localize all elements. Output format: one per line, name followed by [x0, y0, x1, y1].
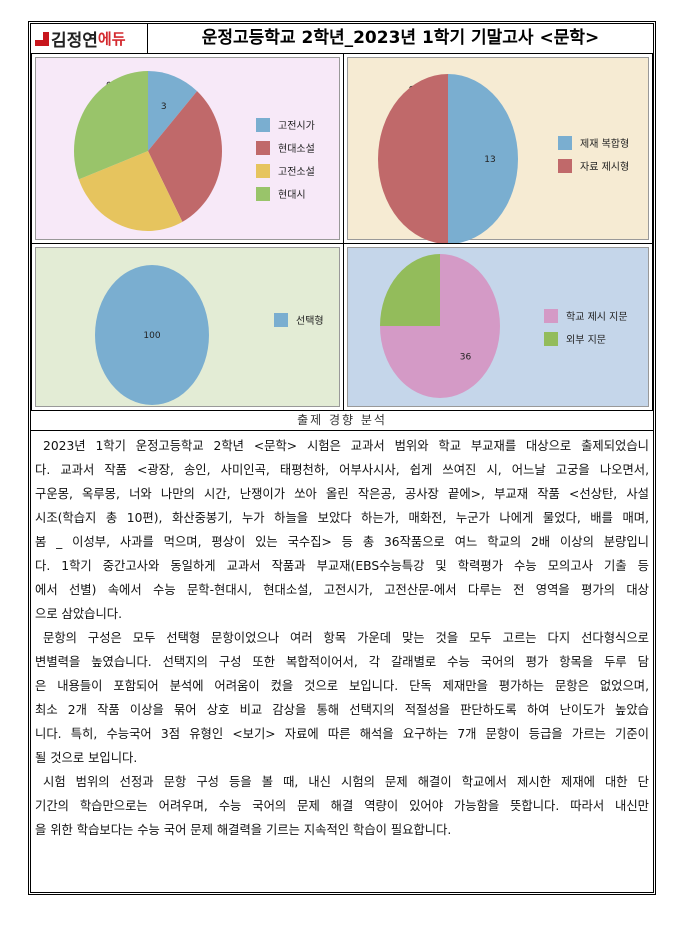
text-line: 최소 2개 작품 이상을 묶어 상호 비교 감상을 통해 선택지의 적절성을 판… [35, 703, 649, 717]
logo-mark-icon [35, 31, 49, 46]
analysis-text: 2023년 1학기 운정고등학교 2학년 <문학> 시험은 교과서 범위와 학교… [35, 434, 649, 842]
data-label: 100 [143, 331, 160, 341]
legend-item: 선택형 [274, 308, 324, 331]
legend-item: 고전시가 [256, 113, 315, 136]
legend-item: 제재 복합형 [558, 131, 629, 154]
text-line: 시조(학습지 총 10편), 화산중봉기, 누가 하늘을 보았다 하는가, 매화… [35, 511, 649, 525]
text-line: 봄 _ 이성부, 사과를 먹으며, 평상이 있는 국수집> 등 총 36작품으로… [35, 535, 649, 549]
legend-swatch [256, 186, 270, 201]
legend-label: 현대시 [278, 190, 306, 201]
text-line: 을 위한 학습보다는 수능 국어 문제 해결력을 기르는 지속적인 학습이 필요… [35, 823, 452, 837]
pie-slice-1 [148, 91, 222, 222]
text-line: 기간의 학습만으로는 어려우며, 수능 국어의 문제 해결 역량이 있어야 가능… [35, 799, 649, 813]
chart-cell-1: 영역별 문항수3고전시가현대소설고전소설현대시 [31, 53, 344, 244]
legend-item: 고전소설 [256, 159, 315, 182]
logo: 김정연 에듀 [31, 24, 148, 53]
legend-item: 자료 제시형 [558, 154, 629, 177]
legend-swatch [256, 163, 270, 178]
text-line: 변별력을 높였습니다. 선택지의 구성 또한 복합적이어서, 각 갈래별로 수능… [35, 655, 649, 669]
text-line: 으로 삼았습니다. [35, 607, 123, 621]
legend-swatch [274, 312, 288, 327]
text-line: 시험 범위의 선정과 문항 구성 등을 볼 때, 내신 시험의 문제 해결이 학… [43, 775, 649, 789]
logo-text-accent: 에듀 [97, 30, 126, 48]
chart-area-by-domain: 영역별 문항수3고전시가현대소설고전소설현대시 [35, 57, 340, 240]
pie-slice-2 [78, 151, 183, 231]
legend-label: 고전시가 [278, 121, 315, 132]
legend-label: 자료 제시형 [580, 162, 630, 173]
section-caption: 출제 경향 분석 [31, 410, 653, 431]
text-line: 다. 1학기 중간고사와 동일하게 교과서 작품과 부교재(EBS수능특강 및 … [35, 559, 649, 573]
legend-item: 현대시 [256, 182, 315, 205]
legend-swatch [256, 117, 270, 132]
data-label: 3 [161, 102, 167, 112]
text-line: 에서 선별) 속에서 수능 문학-현대시, 현대소설, 고전시가, 고전산문-에… [35, 583, 649, 597]
header: 김정연 에듀 운정고등학교 2학년_2023년 1학기 기말고사 <문학> [31, 24, 653, 54]
data-label: 36 [460, 353, 472, 363]
legend-label: 선택형 [296, 316, 324, 327]
legend-item: 외부 지문 [544, 327, 628, 350]
pie-slice-0 [95, 265, 209, 405]
text-line: 문항의 구성은 모두 선택형 문항이었으나 여러 항목 가운데 맞는 것을 모두… [43, 631, 649, 645]
legend-item: 학교 제시 지문 [544, 304, 628, 327]
legend-swatch [544, 331, 558, 346]
legend-label: 고전소설 [278, 167, 315, 178]
text-line: 될 것으로 보입니다. [35, 751, 138, 765]
legend-item: 현대소설 [256, 136, 315, 159]
legend-label: 현대소설 [278, 144, 315, 155]
text-line: 구운몽, 옥루몽, 너와 나만의 시간, 난쟁이가 쏘아 올린 작은공, 공사장… [35, 487, 649, 501]
pie-slice-0 [448, 74, 518, 243]
logo-text: 김정연 [51, 31, 98, 51]
pie-slice-0 [148, 71, 198, 151]
legend: 선택형 [274, 308, 324, 331]
legend-swatch [558, 158, 572, 173]
legend-swatch [544, 308, 558, 323]
pie-slice-3 [74, 71, 148, 180]
legend-label: 제재 복합형 [580, 139, 630, 150]
legend-label: 외부 지문 [566, 335, 606, 346]
legend-label: 학교 제시 지문 [566, 312, 628, 323]
text-line: 은 내용들이 포함되어 분석에 어려움이 컸을 것으로 보입니다. 단독 제재만… [35, 679, 649, 693]
data-label: 13 [484, 155, 495, 165]
pie-slice-1 [380, 254, 440, 326]
pie-slice-1 [378, 74, 448, 243]
text-line: 다. 교과서 작품 <광장, 송인, 사미인곡, 태평천하, 어부사시사, 쉽게… [35, 463, 649, 477]
text-line: 니다. 특히, 수능국어 3점 유형인 <보기> 자료에 따른 해석을 요구하는… [35, 727, 649, 741]
legend-swatch [558, 135, 572, 150]
legend-swatch [256, 140, 270, 155]
chart-cell-3: 배점100선택형 [31, 243, 344, 411]
chart-points: 배점100선택형 [35, 247, 340, 407]
text-line: 2023년 1학기 운정고등학교 2학년 <문학> 시험은 교과서 범위와 학교… [43, 439, 649, 453]
page-title: 운정고등학교 2학년_2023년 1학기 기말고사 <문학> [201, 28, 600, 48]
